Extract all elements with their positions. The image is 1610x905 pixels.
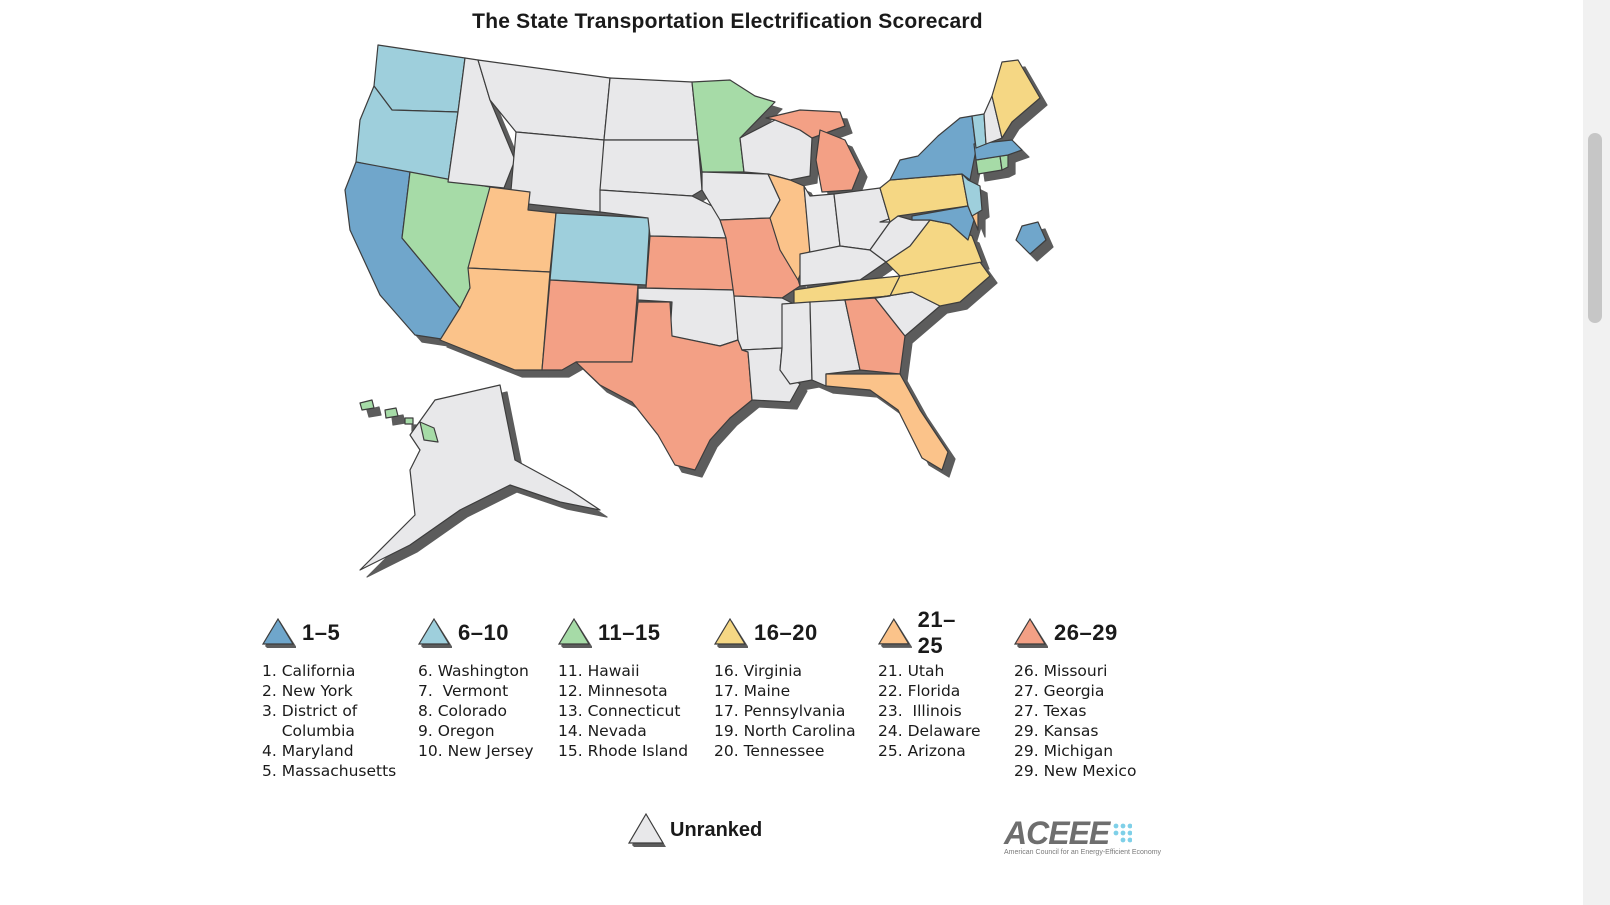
- tier-label: 21–25: [917, 607, 956, 658]
- tier-entry: 8. Colorado: [418, 702, 508, 720]
- tier-entry: 11. Hawaii: [558, 662, 640, 680]
- tier-label: 6–10: [458, 620, 509, 645]
- logo-subtitle: American Council for an Energy-Efficient…: [1004, 849, 1162, 856]
- state-mi-up: [765, 109, 846, 139]
- legend-tier-4: 16–20 16. Virginia 17. Maine 17. Pennsyl…: [714, 615, 856, 761]
- state-ny: [889, 115, 977, 181]
- scrollbar-thumb[interactable]: [1588, 133, 1602, 323]
- tier-label: 1–5: [302, 620, 341, 645]
- us-map: [300, 40, 1100, 600]
- tier-entry: 26. Missouri: [1014, 662, 1108, 680]
- state-mi: [815, 129, 861, 193]
- state-wv: [869, 215, 931, 263]
- triangle-icon: [628, 812, 666, 847]
- state-hi-4: [419, 421, 439, 443]
- legend-tier-5: 21–25 21. Utah 22. Florida 23. Illinois …: [878, 607, 981, 761]
- legend-tier-3: 11–15 11. Hawaii 12. Minnesota 13. Conne…: [558, 615, 688, 761]
- tier-entry: 29. New Mexico: [1014, 762, 1137, 780]
- tier-label: 11–15: [598, 620, 661, 645]
- dots-icon: [1113, 823, 1132, 843]
- state-nj: [961, 173, 983, 217]
- triangle-icon: [1014, 617, 1048, 648]
- triangle-icon: [262, 617, 296, 648]
- tier-entry: 20. Tennessee: [714, 742, 825, 760]
- state-nc: [874, 261, 991, 307]
- tier-entry: 22. Florida: [878, 682, 961, 700]
- state-ri: [999, 154, 1009, 171]
- legend-unranked: Unranked: [628, 812, 762, 848]
- tier-entry: 4. Maryland: [262, 742, 354, 760]
- aceee-logo: ACEEE American Council for an Energy-Eff…: [1004, 815, 1162, 858]
- page-title: The State Transportation Electrification…: [472, 10, 983, 33]
- tier-entry: 5. Massachusetts: [262, 762, 397, 780]
- state-tx: [575, 301, 753, 471]
- tier-entry: 2. New York: [262, 682, 353, 700]
- tier-entry: 24. Delaware: [878, 722, 981, 740]
- legend-tier-6: 26–29 26. Missouri 27. Georgia 27. Texas…: [1014, 615, 1136, 781]
- state-fl: [825, 373, 949, 471]
- tier-label: 16–20: [754, 620, 818, 645]
- tier-entry: 6. Washington: [418, 662, 529, 680]
- tier-entry: 14. Nevada: [558, 722, 647, 740]
- tier-entry: 29. Kansas: [1014, 722, 1099, 740]
- tier-entry: 25. Arizona: [878, 742, 966, 760]
- logo-wordmark: ACEEE: [1004, 815, 1110, 851]
- state-co: [549, 212, 651, 286]
- legend-tier-1: 1–5 1. California 2. New York 3. Distric…: [262, 615, 396, 781]
- tier-entry: 19. North Carolina: [714, 722, 856, 740]
- tier-entry: 29. Michigan: [1014, 742, 1114, 760]
- tier-entry: 27. Texas: [1014, 702, 1087, 720]
- tier-entry: 3. District of: [262, 702, 358, 720]
- triangle-icon: [418, 617, 452, 648]
- tier-entry: 15. Rhode Island: [558, 742, 689, 760]
- tier-entry: 12. Minnesota: [558, 682, 668, 700]
- tier-entry: 16. Virginia: [714, 662, 803, 680]
- state-il: [767, 173, 811, 281]
- state-ma: [973, 139, 1023, 161]
- state-sd: [599, 139, 703, 197]
- tier-entry: Columbia: [262, 722, 355, 740]
- legend-tier-2: 6–10 6. Washington 7. Vermont 8. Colorad…: [418, 615, 534, 761]
- state-wa: [373, 44, 466, 113]
- state-dc: [1015, 221, 1047, 255]
- state-hi-2: [384, 407, 399, 419]
- tier-entry: 23. Illinois: [878, 702, 962, 720]
- state-nd: [603, 77, 699, 141]
- tier-entry: 9. Oregon: [418, 722, 495, 740]
- tier-entry: 1. California: [262, 662, 356, 680]
- tier-entry: 21. Utah: [878, 662, 945, 680]
- tier-entry: 17. Pennsylvania: [714, 702, 846, 720]
- tier-entry: 10. New Jersey: [418, 742, 534, 760]
- unranked-label: Unranked: [670, 818, 763, 841]
- state-me: [991, 59, 1041, 139]
- triangle-icon: [878, 618, 912, 648]
- state-ms: [779, 301, 813, 385]
- state-nm: [541, 279, 639, 371]
- tier-entry: 17. Maine: [714, 682, 791, 700]
- state-ak: [359, 384, 601, 571]
- tier-entry: 7. Vermont: [418, 682, 509, 700]
- state-hi-3: [404, 417, 414, 425]
- tier-entry: 27. Georgia: [1014, 682, 1105, 700]
- state-hi-1: [359, 399, 375, 411]
- state-ks: [645, 235, 735, 291]
- triangle-icon: [714, 617, 748, 648]
- tier-entry: 13. Connecticut: [558, 702, 681, 720]
- triangle-icon: [558, 617, 592, 648]
- tier-label: 26–29: [1054, 620, 1118, 645]
